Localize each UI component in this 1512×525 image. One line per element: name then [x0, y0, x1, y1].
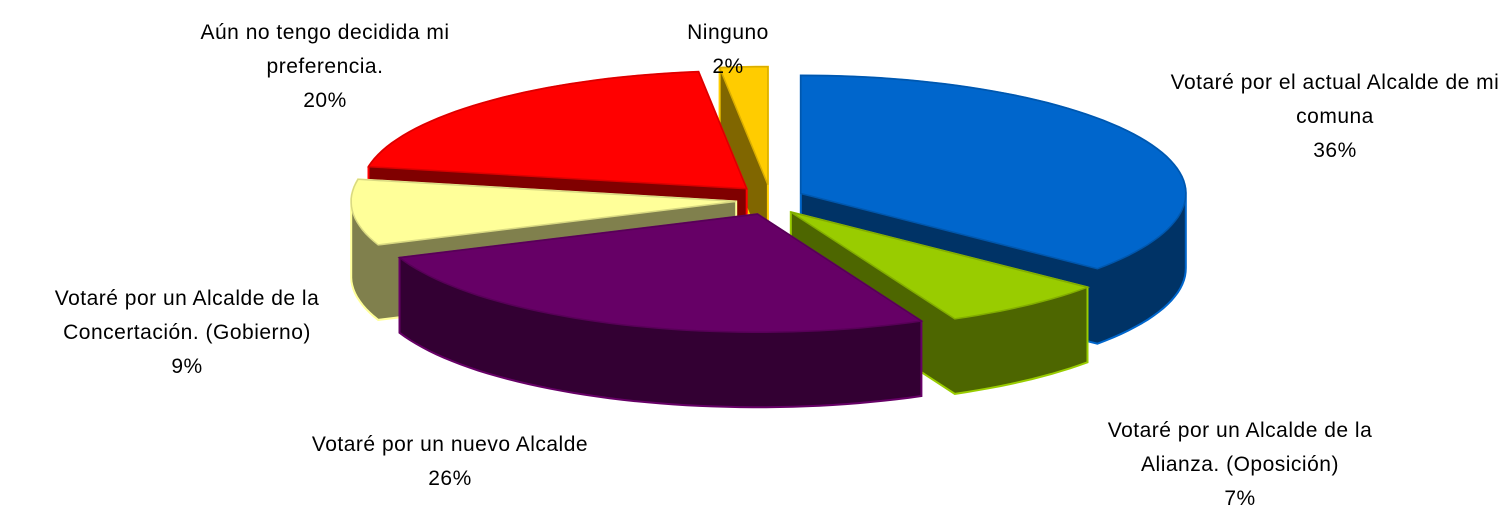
- slice-percent: 2%: [712, 55, 744, 78]
- slice-name: Votaré por un Alcalde de la Alianza. (Op…: [1107, 419, 1373, 476]
- slice-label: Votaré por un Alcalde de la Alianza. (Op…: [1085, 414, 1395, 516]
- slice-percent: 36%: [1313, 139, 1357, 162]
- slice: [350, 178, 737, 246]
- slice-label: Ninguno 2%: [648, 16, 808, 84]
- slice-name: Ninguno: [687, 21, 769, 44]
- slice: [367, 71, 748, 190]
- slice: [800, 74, 1187, 270]
- slice: [397, 213, 924, 333]
- slice-label: Votaré por un nuevo Alcalde 26%: [240, 428, 660, 496]
- slice-percent: 26%: [428, 467, 472, 490]
- slice-percent: 7%: [1224, 487, 1256, 510]
- slice-percent: 9%: [171, 355, 203, 378]
- slice-label: Votaré por un Alcalde de la Concertación…: [2, 282, 372, 384]
- slice-name: Aún no tengo decidida mi preferencia.: [200, 21, 450, 78]
- slice: [718, 65, 769, 185]
- slice-label: Votaré por el actual Alcalde de mi comun…: [1145, 66, 1512, 168]
- slice: [790, 211, 1091, 320]
- slice-name: Votaré por el actual Alcalde de mi comun…: [1170, 71, 1500, 128]
- slice-label: Aún no tengo decidida mi preferencia. 20%: [155, 16, 495, 118]
- slice-name: Votaré por un nuevo Alcalde: [311, 433, 589, 456]
- slice-percent: 20%: [303, 89, 347, 112]
- slice-name: Votaré por un Alcalde de la Concertación…: [54, 287, 320, 344]
